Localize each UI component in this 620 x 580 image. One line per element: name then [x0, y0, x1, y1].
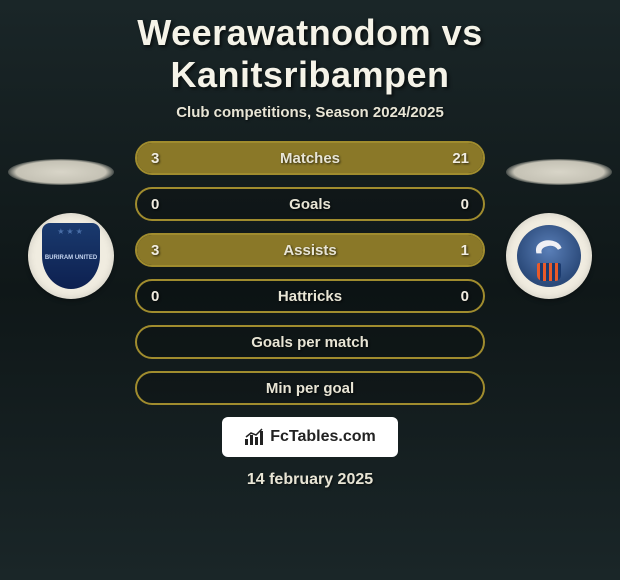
- chart-icon: [244, 428, 264, 446]
- stat-label: Min per goal: [266, 380, 354, 397]
- stat-row: 3 21 Matches: [135, 141, 485, 175]
- stat-row: Goals per match: [135, 325, 485, 359]
- page-title: Weerawatnodom vs Kanitsribampen: [0, 0, 620, 96]
- stat-row: 0 0 Hattricks: [135, 279, 485, 313]
- team-badge-left: BURIRAM UNITED: [28, 213, 114, 299]
- buriram-crest-icon: BURIRAM UNITED: [42, 223, 100, 289]
- stat-value-right: 0: [461, 196, 469, 213]
- crest-left-text: BURIRAM UNITED: [45, 255, 97, 262]
- stat-row: 0 0 Goals: [135, 187, 485, 221]
- port-crest-icon: [517, 225, 581, 287]
- stat-value-left: 0: [151, 196, 159, 213]
- stat-label: Assists: [283, 242, 336, 259]
- stat-label: Goals: [289, 196, 331, 213]
- stat-row: Min per goal: [135, 371, 485, 405]
- stat-value-right: 21: [452, 150, 469, 167]
- watermark: FcTables.com: [222, 417, 398, 457]
- date: 14 february 2025: [0, 471, 620, 489]
- subtitle: Club competitions, Season 2024/2025: [0, 104, 620, 121]
- bar-fill-right: [397, 235, 484, 265]
- stat-value-left: 3: [151, 150, 159, 167]
- stat-value-right: 0: [461, 288, 469, 305]
- stat-value-left: 0: [151, 288, 159, 305]
- stat-label: Goals per match: [251, 334, 369, 351]
- stat-value-left: 3: [151, 242, 159, 259]
- stat-value-right: 1: [461, 242, 469, 259]
- stat-row: 3 1 Assists: [135, 233, 485, 267]
- stat-label: Matches: [280, 150, 340, 167]
- bar-fill-left: [137, 235, 397, 265]
- comparison-panel: BURIRAM UNITED 3 21 Matches 0 0 Goals 3 1 Assist…: [0, 141, 620, 489]
- watermark-text: FcTables.com: [270, 428, 376, 446]
- player-photo-placeholder-left: [8, 159, 114, 185]
- team-badge-right: [506, 213, 592, 299]
- horse-icon: [531, 235, 567, 261]
- stat-bars: 3 21 Matches 0 0 Goals 3 1 Assists 0 0 Hattricks Goa…: [135, 141, 485, 405]
- player-photo-placeholder-right: [506, 159, 612, 185]
- stat-label: Hattricks: [278, 288, 342, 305]
